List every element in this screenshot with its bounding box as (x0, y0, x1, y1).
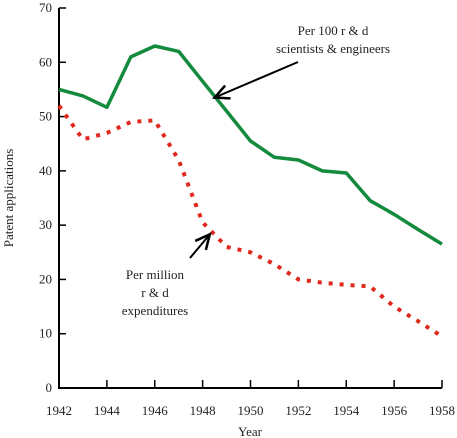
annotation-layer: Per 100 r & d scientists & engineers Per m… (122, 23, 390, 318)
x-tick-label: 1952 (285, 403, 311, 418)
y-tick-label: 10 (39, 326, 52, 341)
y-axis-label: Patent applications (1, 149, 16, 248)
annotation-label-line: Per million (126, 267, 185, 282)
x-tick-label: 1958 (429, 403, 455, 418)
annotation-label-line: scientists & engineers (276, 41, 390, 56)
series-layer (57, 44, 444, 339)
y-tick-label: 30 (39, 217, 52, 232)
series-line-0 (58, 44, 443, 246)
y-tick-label: 0 (46, 380, 53, 395)
annotation-arrow-line (214, 61, 299, 99)
annotation-arrowhead (194, 232, 212, 251)
x-tick-label: 1946 (142, 403, 169, 418)
annotation-label-line: expenditures (122, 303, 188, 318)
y-tick-label: 70 (39, 0, 52, 15)
x-tick-label: 1950 (238, 403, 264, 418)
y-tick-label: 60 (39, 54, 52, 69)
x-tick-label: 1956 (381, 403, 408, 418)
annotation-label-line: r & d (141, 285, 169, 300)
y-tick-label: 40 (39, 163, 52, 178)
annotation-arrow-line (189, 233, 211, 259)
annotation-label-line: Per 100 r & d (298, 23, 369, 38)
y-tick-label: 50 (39, 109, 52, 124)
x-axis-label: Year (238, 424, 263, 438)
y-tick-label: 20 (39, 271, 52, 286)
x-tick-label: 1944 (94, 403, 121, 418)
x-tick-label: 1948 (190, 403, 216, 418)
x-tick-label: 1954 (333, 403, 360, 418)
axes: 0 10 20 30 40 50 60 70 1942 1944 1946 1948 1950 1952 1… (39, 0, 455, 418)
x-tick-label: 1942 (46, 403, 72, 418)
annotation-arrowhead (211, 84, 231, 100)
series-line-1 (57, 104, 444, 339)
